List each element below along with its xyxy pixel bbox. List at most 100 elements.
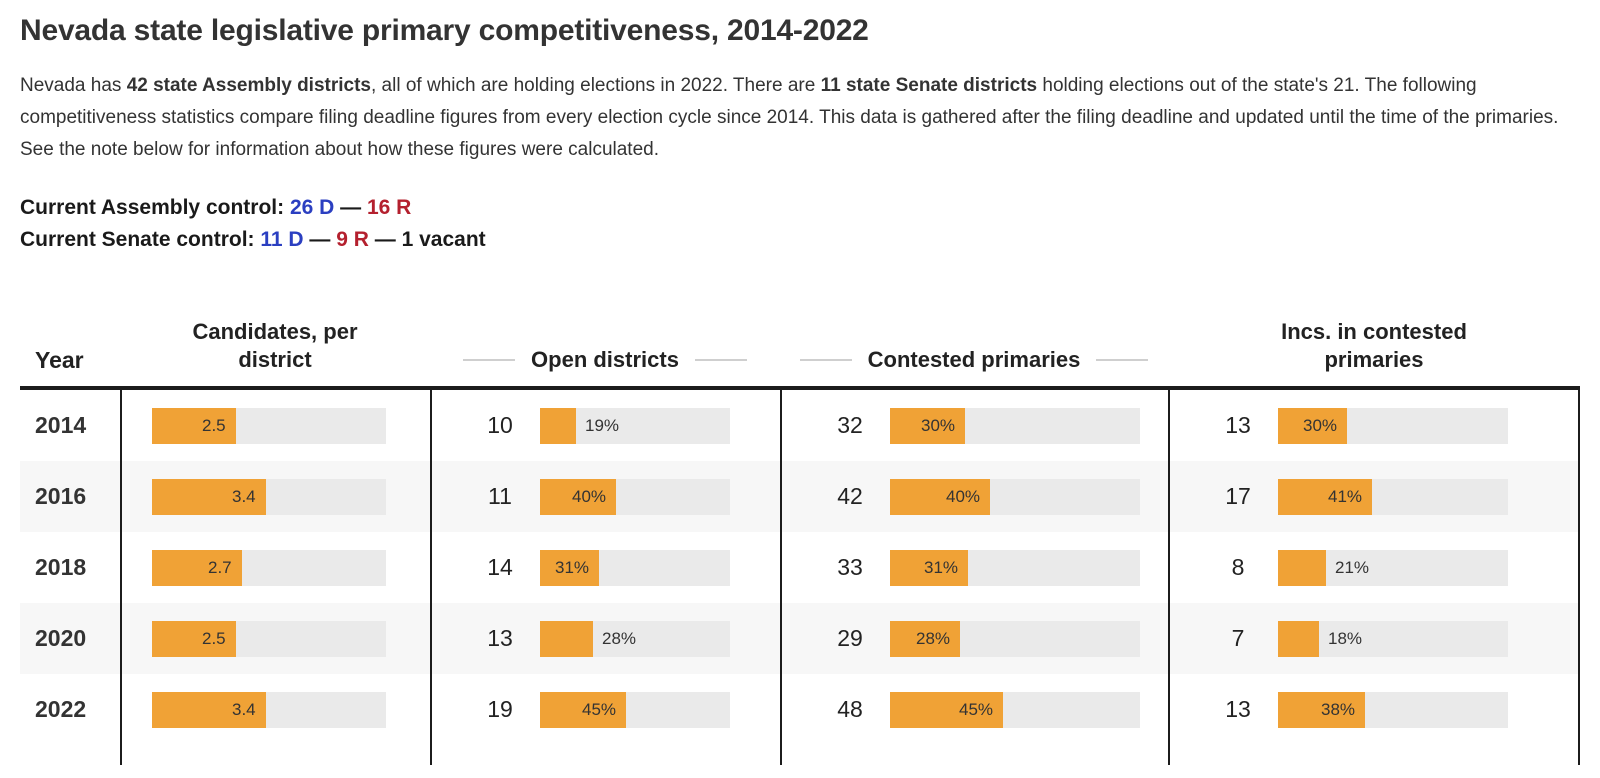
senate-control-line: Current Senate control: 11 D — 9 R — 1 v… [20,224,1580,256]
year-label: 2020 [35,625,87,651]
candidates-cell: 2.7 [120,532,430,603]
candidates-cell: 3.4 [120,674,430,745]
contested-primaries-cell: 33 31% [780,532,1168,603]
contested-primaries-cell: 32 30% [780,390,1168,461]
contested-primaries-pct: 28% [916,628,951,648]
open-districts-count: 14 [487,554,513,580]
incs-contested-bar-track: 38% [1278,691,1508,728]
assembly-districts-count: 42 state Assembly districts [126,75,371,96]
chamber-control-block: Current Assembly control: 26 D — 16 R Cu… [20,192,1580,256]
contested-primaries-count: 33 [837,554,863,580]
contested-primaries-bar-track: 40% [890,478,1140,515]
senate-control-label: Current Senate control: [20,228,261,251]
candidates-bar-track: 2.5 [152,620,386,657]
assembly-dem-count: 26 D [289,196,335,219]
open-districts-pct: 45% [582,699,617,719]
assembly-control-label: Current Assembly control: [20,196,290,219]
senate-separator-2: — [368,228,402,251]
candidates-bar [152,549,243,586]
incs-contested-pct: 21% [1335,557,1370,577]
candidates-bar [152,478,266,515]
open-districts-count: 19 [487,696,513,722]
year-cell: 2022 [20,674,120,745]
year-cell: 2014 [20,390,120,461]
contested-primaries-count: 48 [837,696,863,722]
contested-primaries-count: 42 [837,483,863,509]
col-header-incs-contested: Incs. in contested primaries [1281,319,1467,372]
incs-contested-count: 17 [1225,483,1251,509]
year-label: 2014 [35,412,87,438]
contested-primaries-cell: 48 45% [780,674,1168,745]
incs-contested-bar-track: 41% [1278,478,1508,515]
contested-primaries-cell: 29 28% [780,603,1168,674]
contested-primaries-cell: 42 40% [780,461,1168,532]
table-row: 2016 3.4 11 40% 42 40% 17 [20,461,1578,532]
header-dash [1096,359,1149,361]
candidates-bar-track: 2.5 [152,407,386,444]
contested-primaries-bar-track: 30% [890,407,1140,444]
col-header-year: Year [35,347,84,373]
open-districts-bar [540,478,616,515]
open-districts-bar-track: 45% [540,691,730,728]
header-dash [799,359,852,361]
senate-rep-count: 9 R [336,228,369,251]
open-districts-cell: 19 45% [430,674,780,745]
incs-contested-bar [1278,691,1366,728]
candidates-bar-value: 2.7 [208,557,232,577]
incs-contested-cell: 17 41% [1168,461,1578,532]
incs-contested-pct: 38% [1321,699,1356,719]
candidates-bar [152,691,266,728]
candidates-cell: 2.5 [120,603,430,674]
incs-contested-cell: 13 30% [1168,390,1578,461]
open-districts-pct: 19% [585,415,620,435]
candidates-bar-value: 2.5 [202,415,226,435]
contested-primaries-pct: 30% [921,415,956,435]
incs-contested-pct: 41% [1328,486,1363,506]
assembly-rep-count: 16 R [366,196,412,219]
contested-primaries-count: 29 [837,625,863,651]
incs-contested-bar [1278,407,1347,444]
incs-contested-pct: 30% [1303,415,1338,435]
contested-primaries-bar [890,478,990,515]
senate-districts-count: 11 state Senate districts [820,75,1038,96]
incs-contested-count: 7 [1231,625,1245,651]
senate-separator-1: — [303,228,337,251]
open-districts-bar-track: 31% [540,549,730,586]
candidates-bar-value: 2.5 [202,628,226,648]
header-dash [694,359,747,361]
incs-contested-bar-track: 21% [1278,549,1508,586]
open-districts-bar [540,549,599,586]
incs-contested-count: 8 [1231,554,1245,580]
contested-primaries-bar [890,691,1003,728]
contested-primaries-bar-track: 28% [890,620,1140,657]
open-districts-cell: 14 31% [430,532,780,603]
col-header-candidates: Candidates, per district [192,319,358,372]
col-header-contested-primaries: Contested primaries [780,346,1168,374]
year-cell: 2018 [20,532,120,603]
table-bottom-extension [20,745,1578,765]
table-row: 2018 2.7 14 31% 33 31% 8 [20,532,1578,603]
contested-primaries-bar-track: 45% [890,691,1140,728]
open-districts-cell: 13 28% [430,603,780,674]
open-districts-count: 10 [487,412,513,438]
open-districts-cell: 10 19% [430,390,780,461]
open-districts-cell: 11 40% [430,461,780,532]
incs-contested-count: 13 [1225,696,1251,722]
table-row: 2022 3.4 19 45% 48 45% 13 [20,674,1578,745]
candidates-bar-track: 2.7 [152,549,386,586]
year-label: 2022 [35,696,87,722]
open-districts-pct: 28% [602,628,637,648]
table-header-row: Year Candidates, per district Open distr… [20,290,1580,386]
candidates-bar [152,620,236,657]
contested-primaries-bar [890,407,965,444]
page-title: Nevada state legislative primary competi… [20,14,869,47]
assembly-control-line: Current Assembly control: 26 D — 16 R [20,192,1580,224]
contested-primaries-pct: 40% [946,486,981,506]
incs-contested-cell: 7 18% [1168,603,1578,674]
incs-contested-cell: 8 21% [1168,532,1578,603]
candidates-bar-track: 3.4 [152,691,386,728]
open-districts-bar [540,407,577,444]
col-header-open-districts: Open districts [430,346,780,374]
contested-primaries-pct: 31% [924,557,959,577]
